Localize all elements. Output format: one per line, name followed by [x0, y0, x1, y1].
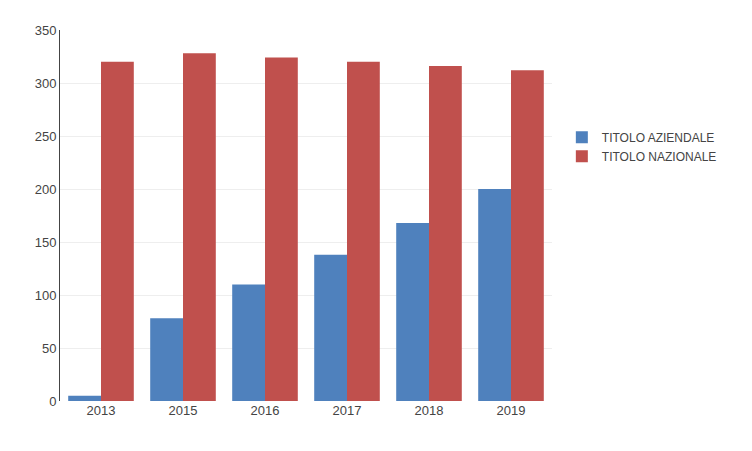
svg-text:50: 50 [42, 341, 56, 356]
svg-text:2016: 2016 [251, 403, 280, 418]
svg-text:2017: 2017 [333, 403, 362, 418]
svg-text:2018: 2018 [415, 403, 444, 418]
svg-text:TITOLO NAZIONALE: TITOLO NAZIONALE [602, 150, 716, 164]
svg-text:TITOLO AZIENDALE: TITOLO AZIENDALE [602, 131, 714, 145]
svg-text:0: 0 [49, 394, 56, 409]
svg-text:250: 250 [35, 129, 57, 144]
svg-text:150: 150 [35, 235, 57, 250]
svg-text:2015: 2015 [169, 403, 198, 418]
svg-text:2013: 2013 [87, 403, 116, 418]
svg-text:350: 350 [35, 23, 57, 38]
svg-text:2019: 2019 [497, 403, 526, 418]
svg-text:200: 200 [35, 182, 57, 197]
svg-text:100: 100 [35, 288, 57, 303]
svg-text:300: 300 [35, 76, 57, 91]
